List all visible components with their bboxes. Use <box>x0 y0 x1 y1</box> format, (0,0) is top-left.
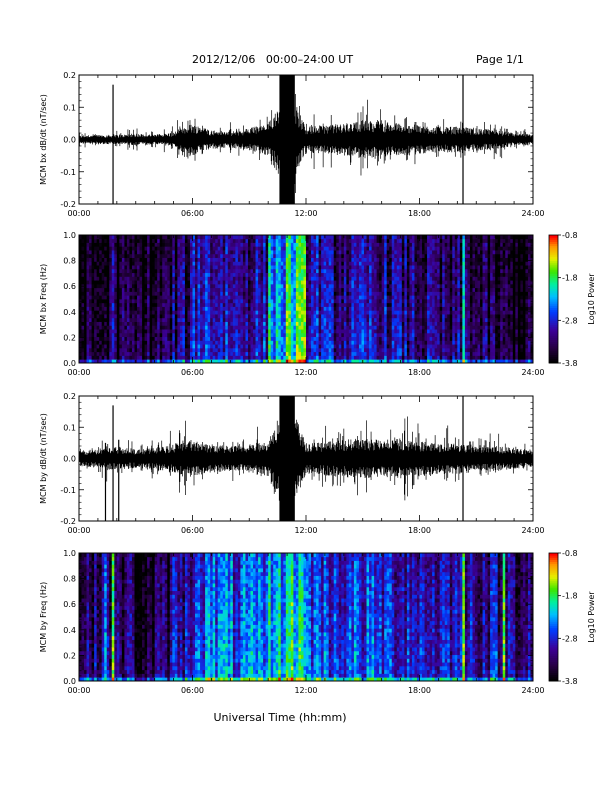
y-tick-label: 0.0 <box>63 359 76 368</box>
y-tick-label: 0.1 <box>63 103 76 112</box>
colorbar-tick-label: -2.8 <box>562 634 578 643</box>
colorbar: -0.8 -1.8 -2.8 -3.8 Log10 Power <box>548 231 596 368</box>
y-tick-label: -0.2 <box>60 200 76 209</box>
panel-3: 00:00 06:00 12:00 18:00 24:00 -0.2 -0.1 0.0 0.1 0… <box>39 392 545 535</box>
y-tick-label: 0.4 <box>63 308 76 317</box>
y-axis-title: MCM by dB/dt (nT/sec) <box>39 413 48 504</box>
dbdt-trace <box>79 75 533 204</box>
y-tick-label: 0.0 <box>63 677 76 686</box>
y-tick-label: -0.2 <box>60 517 76 526</box>
y-axis-title: MCM bx Freq (Hz) <box>39 264 48 334</box>
colorbar-frame <box>548 234 559 364</box>
y-tick-label: 0.2 <box>63 392 76 401</box>
colorbar-frame <box>548 552 559 682</box>
colorbar-tick-label: -1.8 <box>562 274 578 283</box>
y-tick-label: 0.2 <box>63 651 76 660</box>
x-tick-label: 18:00 <box>408 686 431 695</box>
y-axis-title: MCM bx dB/dt (nT/sec) <box>39 94 48 185</box>
y-axis-title: MCM by Freq (Hz) <box>39 582 48 652</box>
y-tick-label: 0.8 <box>63 575 76 584</box>
x-tick-label: 18:00 <box>408 209 431 218</box>
dbdt-trace <box>79 396 533 521</box>
spectrogram-cells <box>79 235 534 364</box>
x-tick-label: 06:00 <box>181 368 204 377</box>
page-title: 2012/12/06 00:00–24:00 UT <box>192 53 354 66</box>
x-tick-label: 24:00 <box>521 686 544 695</box>
colorbar-tick-label: -3.8 <box>562 677 578 686</box>
x-tick-label: 24:00 <box>521 209 544 218</box>
x-tick-label: 24:00 <box>521 526 544 535</box>
colorbar-title: Log10 Power <box>587 591 596 643</box>
page-number: Page 1/1 <box>476 53 524 66</box>
colorbar-tick-label: -2.8 <box>562 316 578 325</box>
y-tick-label: 0.6 <box>63 600 76 609</box>
y-tick-label: -0.1 <box>60 486 76 495</box>
x-tick-label: 06:00 <box>181 686 204 695</box>
y-tick-label: 0.2 <box>63 71 76 80</box>
spectrogram-cells <box>79 553 534 682</box>
y-tick-label: 0.0 <box>63 455 76 464</box>
y-tick-label: 0.2 <box>63 333 76 342</box>
x-tick-label: 12:00 <box>294 526 317 535</box>
x-tick-label: 00:00 <box>67 209 90 218</box>
y-tick-label: 0.0 <box>63 136 76 145</box>
colorbar-tick-label: -0.8 <box>562 549 578 558</box>
y-tick-label: 0.6 <box>63 282 76 291</box>
colorbar-title: Log10 Power <box>587 273 596 325</box>
panel-4: 00:00 06:00 12:00 18:00 24:00 0.0 0.2 0.4 0.6 0.8… <box>39 549 596 695</box>
colorbar-tick-label: -3.8 <box>562 359 578 368</box>
y-tick-label: -0.1 <box>60 168 76 177</box>
trace-group <box>79 75 533 204</box>
x-tick-label: 06:00 <box>181 209 204 218</box>
colorbar-tick-label: -1.8 <box>562 592 578 601</box>
x-axis-title: Universal Time (hh:mm) <box>213 711 347 724</box>
colorbar-tick-label: -0.8 <box>562 231 578 240</box>
x-tick-label: 12:00 <box>294 686 317 695</box>
y-tick-label: 0.4 <box>63 626 76 635</box>
x-tick-label: 12:00 <box>294 209 317 218</box>
x-tick-label: 12:00 <box>294 368 317 377</box>
x-tick-label: 18:00 <box>408 526 431 535</box>
trace-group <box>79 396 533 521</box>
x-tick-label: 00:00 <box>67 368 90 377</box>
x-tick-label: 06:00 <box>181 526 204 535</box>
colorbar: -0.8 -1.8 -2.8 -3.8 Log10 Power <box>548 549 596 686</box>
x-tick-label: 00:00 <box>67 686 90 695</box>
panel-1: 00:00 06:00 12:00 18:00 24:00 -0.2 -0.1 0.0 0.1 0… <box>39 71 545 218</box>
y-tick-label: 0.1 <box>63 423 76 432</box>
x-tick-label: 24:00 <box>521 368 544 377</box>
panel-2: 00:00 06:00 12:00 18:00 24:00 0.0 0.2 0.4 0.6 0.8… <box>39 231 596 377</box>
burst-region <box>279 75 295 204</box>
x-tick-label: 00:00 <box>67 526 90 535</box>
y-tick-label: 1.0 <box>63 549 76 558</box>
y-tick-label: 0.8 <box>63 257 76 266</box>
x-tick-label: 18:00 <box>408 368 431 377</box>
burst-region <box>279 396 295 521</box>
y-tick-label: 1.0 <box>63 231 76 240</box>
